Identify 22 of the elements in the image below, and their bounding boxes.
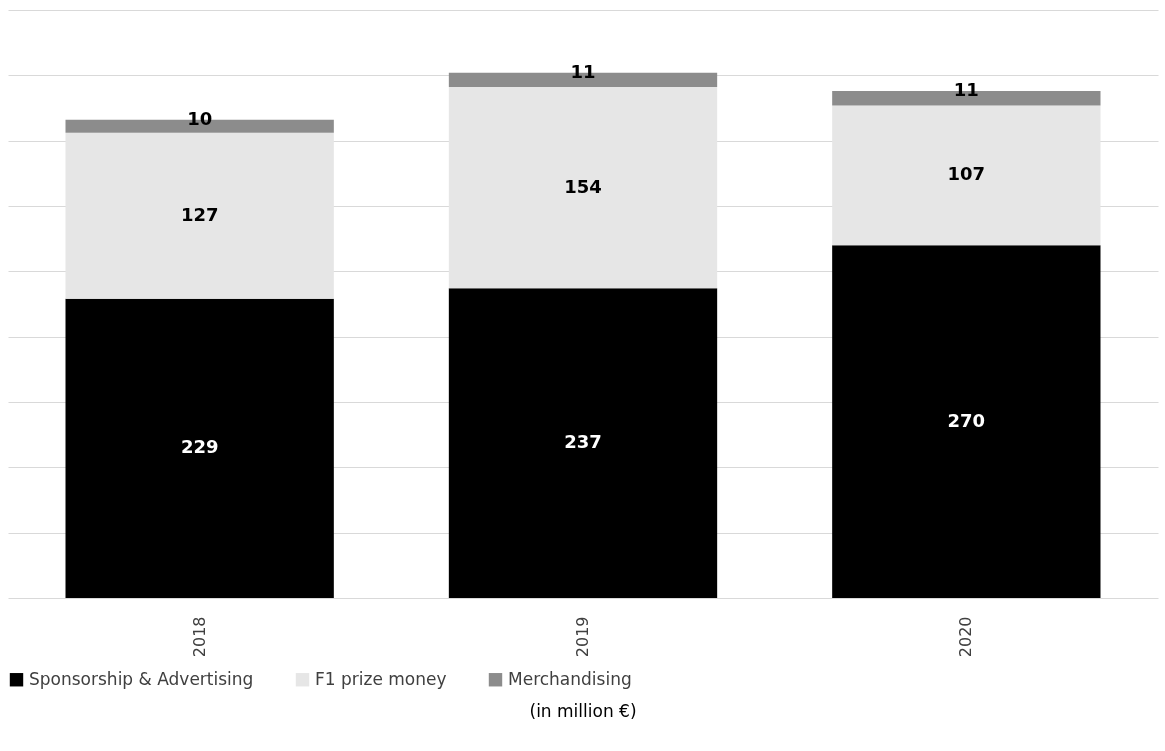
data-label: 11	[570, 60, 596, 82]
data-label: 11	[953, 79, 979, 101]
bar	[65, 298, 334, 598]
x-tick-label: 2018	[189, 616, 209, 658]
data-label: 10	[187, 107, 213, 129]
data-label: 229	[180, 436, 219, 458]
data-label: 107	[947, 163, 986, 185]
legend-label: Merchandising	[508, 668, 632, 689]
bar	[832, 105, 1101, 246]
bar	[65, 132, 334, 299]
data-label: 270	[947, 409, 986, 431]
bar	[448, 288, 718, 598]
data-label: 127	[180, 203, 219, 225]
bar	[448, 87, 718, 289]
text: (in million €)	[529, 701, 637, 721]
data-label: 237	[564, 431, 602, 453]
bar	[832, 245, 1101, 598]
x-tick-label: 2019	[573, 616, 592, 658]
legend-label: F1 prize money	[315, 668, 447, 689]
legend-label: Sponsorship & Advertising	[29, 668, 254, 689]
x-tick-label: 2020	[956, 616, 976, 658]
data-label: 154	[564, 175, 602, 197]
